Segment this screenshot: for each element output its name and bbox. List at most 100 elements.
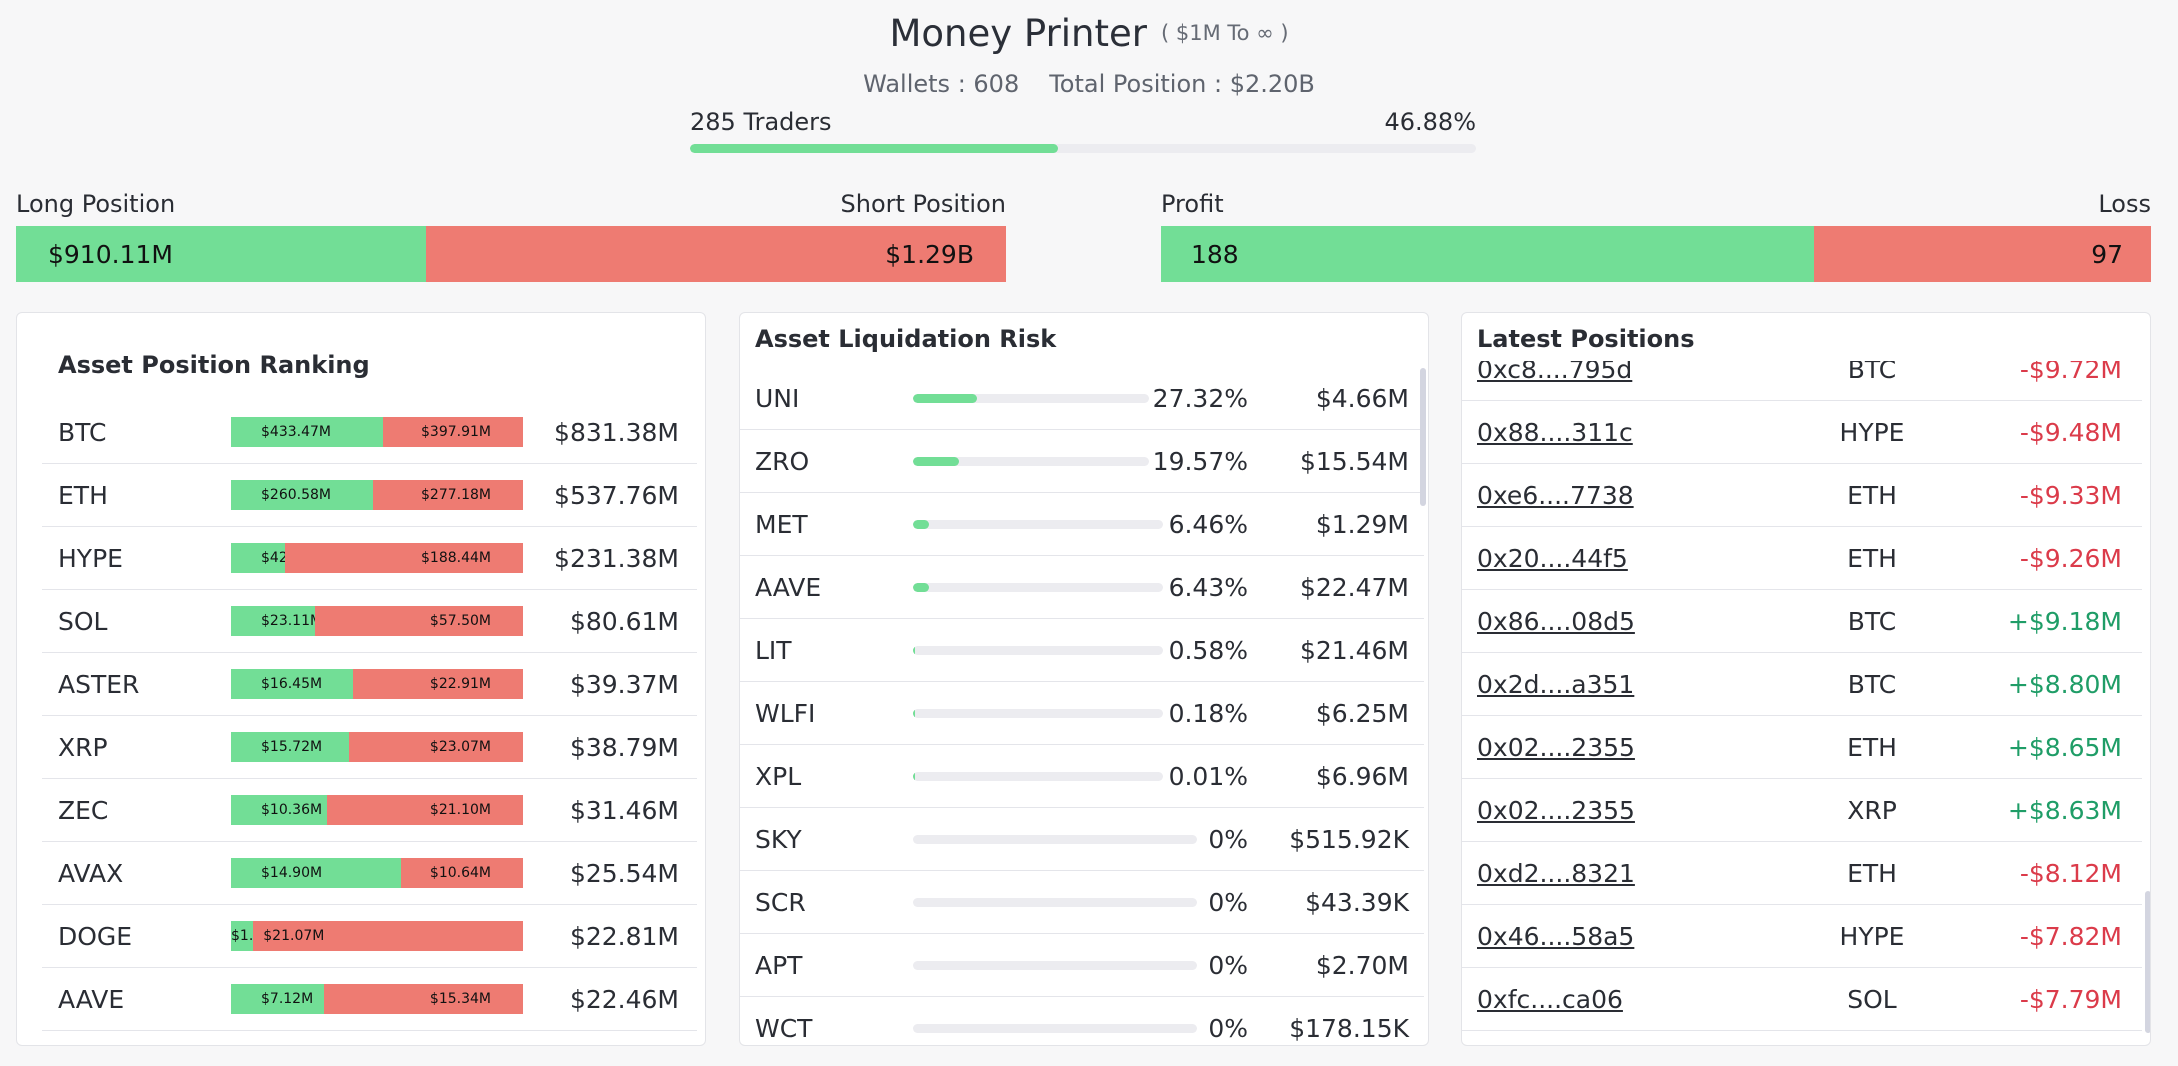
liquidation-risk-fill <box>913 393 978 403</box>
ranking-symbol: ASTER <box>58 669 140 699</box>
liquidation-row: MET 6.46% $1.29M <box>740 493 1424 556</box>
short-amount: $188.44M <box>285 543 523 573</box>
traders-progress: 285 Traders 46.88% <box>690 108 1476 153</box>
wallet-address-link[interactable]: 0xe6....7738 <box>1477 480 1634 510</box>
asset-position-ranking-card: Asset Position Ranking BTC $433.47M $397.9… <box>16 312 706 1046</box>
liquidation-scrollbar[interactable] <box>1420 368 1426 506</box>
liquidation-risk-fill <box>913 645 915 655</box>
liquidation-risk-track <box>913 519 1163 529</box>
position-row: 0x02....2355 ETH +$8.65M <box>1462 716 2142 779</box>
liquidation-title: Asset Liquidation Risk <box>755 325 1057 353</box>
position-asset: ETH <box>1847 858 1897 888</box>
ranking-row: SOL $23.11M $57.50M $80.61M <box>42 590 697 653</box>
position-row: 0x86....08d5 BTC +$9.18M <box>1462 590 2142 653</box>
ranking-symbol: AAVE <box>58 984 125 1014</box>
wallet-address-link[interactable]: 0x86....08d5 <box>1477 606 1635 636</box>
profit-loss-bar: 188 97 <box>1161 226 2151 282</box>
liquidation-row: WCT 0% $178.15K <box>740 997 1424 1045</box>
long-short-ratio-bar: $1.74M$21.07M <box>231 921 523 951</box>
wallet-address-link[interactable]: 0x88....311c <box>1477 417 1633 447</box>
liquidation-risk-track <box>913 1023 1197 1033</box>
liquidation-amount: $22.47M <box>1299 572 1409 602</box>
long-amount: $23.11M <box>231 606 322 636</box>
ranking-symbol: ETH <box>58 480 108 510</box>
wallets-count: Wallets : 608 <box>863 70 1020 98</box>
wallet-address-link[interactable]: 0x20....44f5 <box>1477 543 1628 573</box>
long-amount: $42.94M <box>231 543 322 573</box>
position-pnl: -$7.79M <box>2019 984 2122 1014</box>
long-short-ratio-bar: $42.94M$188.44M <box>231 543 523 573</box>
wallet-address-link[interactable]: 0xc8....795d <box>1477 361 1633 384</box>
liquidation-risk-track <box>913 393 1149 403</box>
liquidation-symbol: WCT <box>755 1013 813 1043</box>
long-amount: $433.47M <box>231 417 384 447</box>
liquidation-percent: 27.32% <box>1152 383 1248 413</box>
short-amount: $277.18M <box>372 480 523 510</box>
position-row: 0x2d....a351 BTC +$8.80M <box>1462 653 2142 716</box>
liquidation-row: ZRO 19.57% $15.54M <box>740 430 1424 493</box>
liquidation-percent: 0.18% <box>1168 698 1248 728</box>
position-asset: SOL <box>1847 984 1897 1014</box>
position-asset: HYPE <box>1839 921 1905 951</box>
long-short-ratio-bar: $260.58M $277.18M <box>231 480 523 510</box>
ranking-total: $80.61M <box>569 606 679 636</box>
liquidation-symbol: ZRO <box>755 446 810 476</box>
liquidation-risk-fill <box>913 456 960 466</box>
liquidation-row: SCR 0% $43.39K <box>740 871 1424 934</box>
liquidation-amount: $178.15K <box>1289 1013 1409 1043</box>
long-amount: $260.58M <box>231 480 373 510</box>
liquidation-risk-track <box>913 645 1163 655</box>
liquidation-percent: 0% <box>1208 824 1248 854</box>
latest-positions-card: Latest Positions 0xc8....795d BTC -$9.72M 0… <box>1461 312 2151 1046</box>
liquidation-symbol: WLFI <box>755 698 816 728</box>
liquidation-amount: $4.66M <box>1315 383 1409 413</box>
long-short-ratio-bar: $10.36M $21.10M <box>231 795 523 825</box>
ranking-row: BTC $433.47M $397.91M $831.38M <box>42 401 697 464</box>
latest-positions-scroll-area[interactable]: 0xc8....795d BTC -$9.72M 0x88....311c HYPE -$… <box>1462 361 2150 1045</box>
total-position: Total Position : $2.20B <box>1049 70 1315 98</box>
liquidation-symbol: SCR <box>755 887 806 917</box>
long-short-ratio-bar: $23.11M $57.50M <box>231 606 523 636</box>
wallet-address-link[interactable]: 0xfc....ca06 <box>1477 984 1623 1014</box>
ranking-symbol: AVAX <box>58 858 124 888</box>
liquidation-scroll-area[interactable]: UNI 27.32% $4.66M ZRO 19.57% $15.54M MET 6.46% $… <box>740 367 1428 1045</box>
wallet-address-link[interactable]: 0x02....2355 <box>1477 732 1635 762</box>
short-amount: $21.10M <box>327 795 523 825</box>
ranking-total: $231.38M <box>554 543 679 573</box>
ranking-row: HYPE $42.94M$188.44M $231.38M <box>42 527 697 590</box>
long-short-ratio-bar: $7.12M $15.34M <box>231 984 523 1014</box>
long-amount: $15.72M <box>231 732 350 762</box>
traders-progress-fill <box>690 144 1059 153</box>
liquidation-list: UNI 27.32% $4.66M ZRO 19.57% $15.54M MET 6.46% $… <box>740 367 1424 1045</box>
liquidation-symbol: APT <box>755 950 803 980</box>
wallet-address-link[interactable]: 0x46....58a5 <box>1477 921 1635 951</box>
wallet-address-link[interactable]: 0xd2....8321 <box>1477 858 1635 888</box>
latest-positions-scrollbar[interactable] <box>2145 891 2150 1033</box>
long-amount: $10.36M <box>231 795 328 825</box>
liquidation-amount: $43.39K <box>1305 887 1409 917</box>
short-amount: $57.50M <box>314 606 523 636</box>
ranking-row: AVAX $14.90M $10.64M $25.54M <box>42 842 697 905</box>
liquidation-amount: $6.25M <box>1315 698 1409 728</box>
page-title: Money Printer <box>889 12 1147 55</box>
liquidation-symbol: SKY <box>755 824 802 854</box>
long-short-ratio-bar: $16.45M $22.91M <box>231 669 523 699</box>
short-amount: $15.34M <box>323 984 523 1014</box>
long-position-segment: $910.11M <box>16 226 426 282</box>
short-amount: $22.91M <box>352 669 523 699</box>
page-header: Money Printer ( $1M To ∞ ) <box>0 12 2178 55</box>
wallet-address-link[interactable]: 0x2d....a351 <box>1477 669 1635 699</box>
long-short-ratio-bar: $14.90M $10.64M <box>231 858 523 888</box>
long-amount: $16.45M <box>231 669 353 699</box>
wallet-address-link[interactable]: 0x02....2355 <box>1477 795 1635 825</box>
liquidation-symbol: AAVE <box>755 572 822 602</box>
liquidation-percent: 6.43% <box>1168 572 1248 602</box>
position-row: 0xe6....7738 ETH -$9.33M <box>1462 464 2142 527</box>
liquidation-risk-fill <box>913 519 930 529</box>
liquidation-risk-track <box>913 708 1163 718</box>
short-amount: $397.91M <box>383 417 523 447</box>
position-asset: ETH <box>1847 543 1897 573</box>
position-asset: HYPE <box>1839 417 1905 447</box>
position-asset: BTC <box>1847 361 1897 384</box>
ranking-total: $25.54M <box>569 858 679 888</box>
